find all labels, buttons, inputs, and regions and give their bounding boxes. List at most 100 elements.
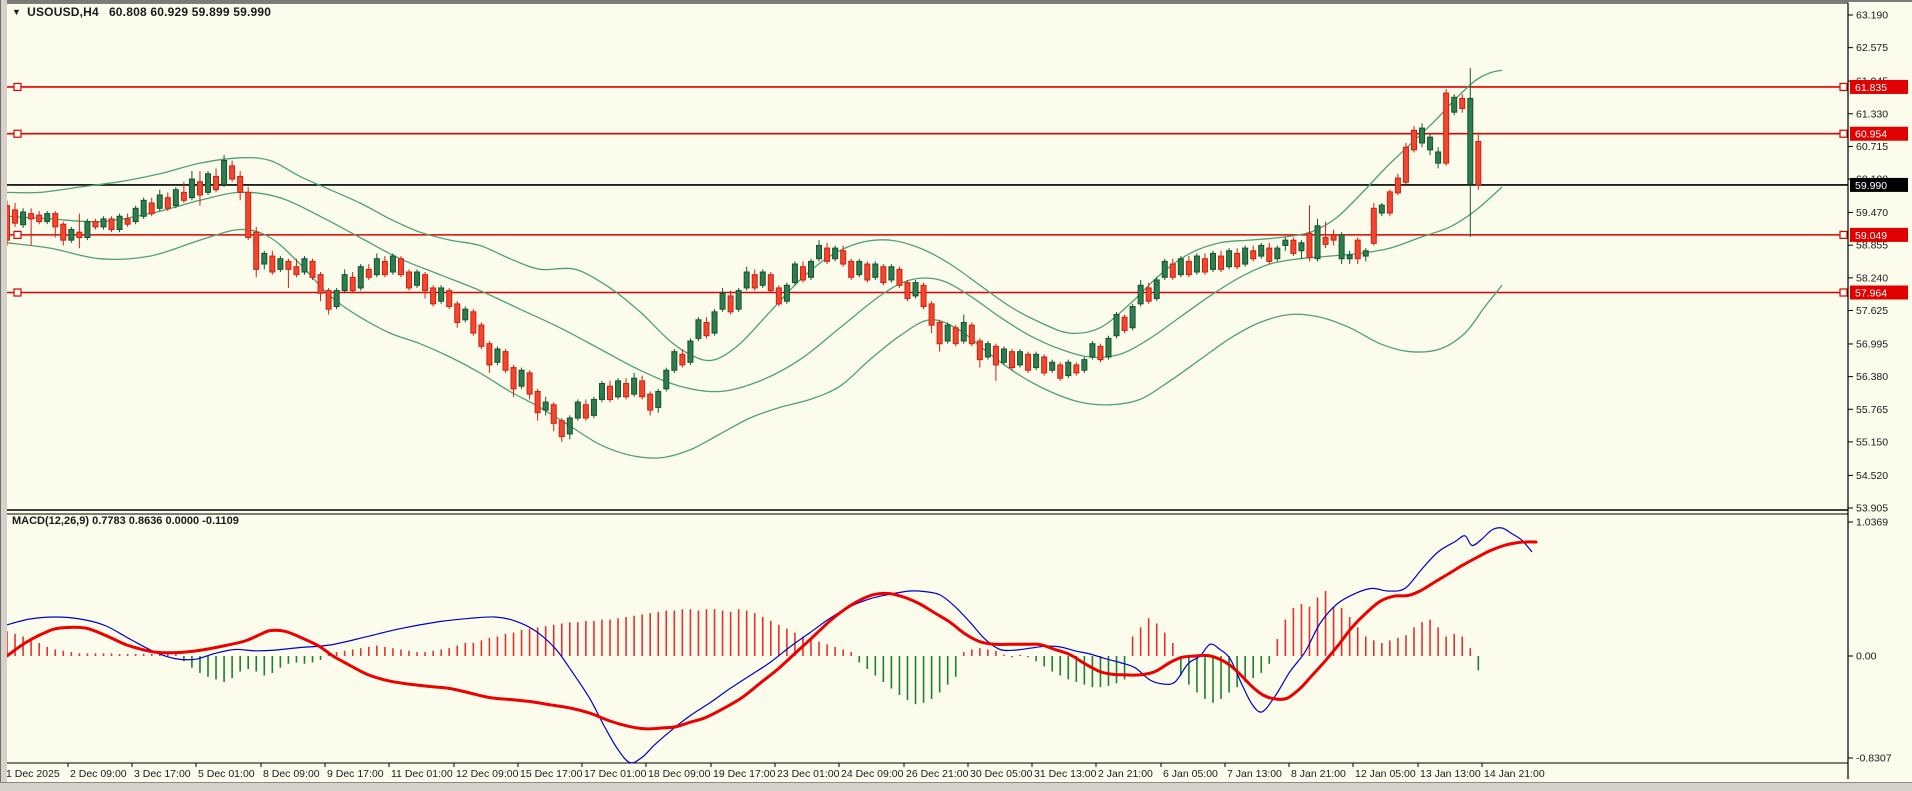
- candle: [1435, 147, 1442, 169]
- candle: [663, 367, 670, 392]
- hline-handle-icon[interactable]: [13, 82, 22, 92]
- candle: [1145, 282, 1152, 304]
- candle: [381, 256, 388, 278]
- candle: [1049, 359, 1056, 373]
- symbol-dropdown-icon[interactable]: ▼: [12, 7, 22, 17]
- price-axis-label: 62.575: [1856, 42, 1888, 54]
- hline-handle-icon[interactable]: [1839, 129, 1848, 138]
- svg-text:59.049: 59.049: [1855, 230, 1887, 242]
- candle: [920, 282, 927, 310]
- time-axis-label: 8 Dec 09:00: [263, 768, 320, 780]
- candle: [44, 210, 51, 225]
- time-axis-label: 17 Dec 01:00: [584, 768, 647, 780]
- candle: [566, 415, 573, 440]
- candle: [221, 155, 228, 188]
- macd-axis-label: -0.8307: [1856, 753, 1892, 765]
- candle: [615, 378, 622, 400]
- candle: [888, 264, 895, 283]
- price-tag: 59.990: [1850, 177, 1908, 192]
- candle: [1346, 250, 1353, 265]
- candle: [1314, 218, 1321, 262]
- candle: [1161, 258, 1168, 280]
- candle: [92, 218, 99, 230]
- candle: [647, 391, 654, 416]
- hline-handle-icon[interactable]: [1839, 82, 1848, 92]
- hline-handle-icon[interactable]: [13, 230, 22, 239]
- price-axis[interactable]: 63.19062.57561.94561.33060.71560.10059.4…: [1847, 3, 1908, 779]
- bollinger-middle-band: [6, 186, 1503, 393]
- candle: [775, 285, 782, 307]
- candle: [470, 309, 477, 336]
- candle: [534, 388, 541, 421]
- candle: [140, 197, 147, 219]
- candle: [1306, 205, 1313, 262]
- candle: [607, 380, 613, 403]
- candle: [253, 226, 260, 278]
- candle: [598, 380, 605, 403]
- candle: [904, 279, 911, 302]
- candle: [132, 205, 139, 225]
- candle: [558, 418, 565, 442]
- candle: [438, 285, 445, 304]
- candle: [349, 272, 356, 294]
- price-tag: 60.954: [1850, 126, 1908, 141]
- svg-text:60.954: 60.954: [1855, 129, 1887, 141]
- candle: [727, 290, 734, 315]
- price-axis-label: 59.470: [1856, 207, 1888, 219]
- candle: [1467, 68, 1474, 237]
- time-axis-label: 30 Dec 05:00: [970, 768, 1033, 780]
- hline-handle-icon[interactable]: [1839, 288, 1848, 297]
- candle: [341, 269, 348, 294]
- time-axis[interactable]: 1 Dec 2025 2 Dec 09:00 3 Dec 17:00 5 Dec 01…: [3, 763, 1545, 780]
- candle: [12, 202, 19, 227]
- price-axis-label: 54.520: [1856, 470, 1888, 482]
- candle: [751, 269, 758, 291]
- candle: [148, 197, 155, 217]
- candle: [116, 213, 123, 233]
- candle: [679, 348, 686, 368]
- candle: [848, 258, 855, 280]
- hline-handle-icon[interactable]: [1839, 230, 1848, 239]
- candle: [1081, 356, 1088, 373]
- price-tag: 57.964: [1850, 285, 1908, 300]
- svg-text:59.990: 59.990: [1855, 180, 1887, 192]
- candle: [1282, 237, 1289, 251]
- candle: [1218, 250, 1225, 273]
- macd-signal-line: [5, 540, 1538, 731]
- candle: [526, 370, 533, 400]
- candle: [414, 269, 421, 288]
- price-axis-label: 57.625: [1856, 305, 1888, 317]
- candle: [832, 245, 839, 262]
- price-axis-label: 55.150: [1856, 436, 1888, 448]
- candle: [245, 187, 252, 241]
- candle: [1025, 351, 1032, 373]
- candle: [164, 192, 171, 211]
- candle: [1362, 248, 1369, 262]
- price-tag: 61.835: [1850, 79, 1908, 94]
- hline-handle-icon[interactable]: [13, 288, 22, 297]
- candle: [462, 306, 469, 323]
- time-axis-label: 3 Dec 17:00: [134, 768, 191, 780]
- time-axis-label: 9 Dec 17:00: [327, 768, 384, 780]
- candle: [1370, 202, 1377, 246]
- candle: [1177, 256, 1184, 278]
- candle: [735, 287, 742, 312]
- candle: [518, 367, 525, 389]
- candle: [188, 171, 195, 201]
- candle: [100, 216, 107, 230]
- candle: [365, 264, 372, 280]
- hline-handle-icon[interactable]: [13, 129, 22, 138]
- candle: [269, 250, 276, 275]
- candle: [574, 399, 581, 421]
- time-axis-label: 7 Jan 13:00: [1227, 768, 1282, 780]
- candle: [172, 187, 179, 209]
- time-axis-label: 6 Jan 05:00: [1163, 768, 1218, 780]
- svg-text:61.835: 61.835: [1855, 82, 1887, 94]
- candle: [1033, 351, 1040, 371]
- candle: [285, 258, 292, 288]
- time-axis-label: 26 Dec 21:00: [906, 768, 969, 780]
- candle: [743, 266, 750, 291]
- candle: [582, 399, 589, 421]
